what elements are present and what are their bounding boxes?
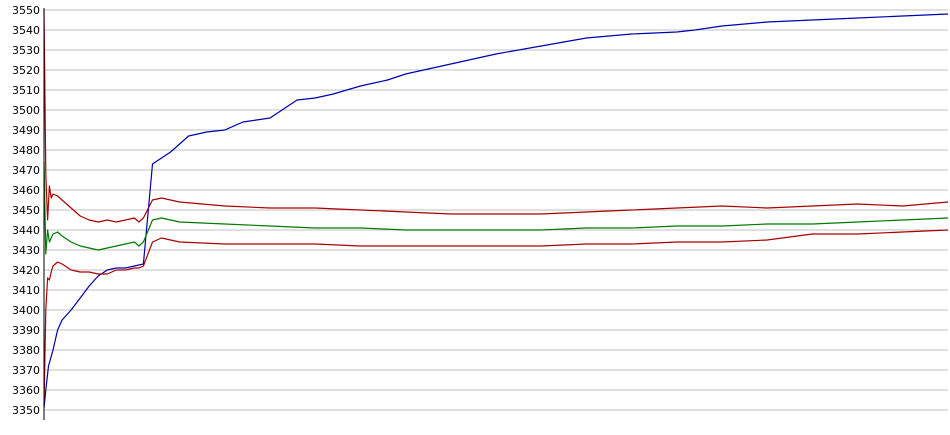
y-tick-label: 3530 bbox=[12, 44, 40, 57]
y-tick-label: 3390 bbox=[12, 324, 40, 337]
y-tick-label: 3490 bbox=[12, 124, 40, 137]
grid-lines bbox=[44, 9, 948, 411]
y-tick-label: 3470 bbox=[12, 164, 40, 177]
y-tick-label: 3510 bbox=[12, 84, 40, 97]
y-tick-label: 3500 bbox=[12, 104, 40, 117]
y-tick-label: 3460 bbox=[12, 184, 40, 197]
y-tick-label: 3430 bbox=[12, 244, 40, 257]
y-axis-ticks: 3350 3360 3370 3380 3390 3400 3410 3420 3430 3440… bbox=[12, 4, 40, 417]
y-tick-label: 3480 bbox=[12, 144, 40, 157]
y-tick-label: 3370 bbox=[12, 364, 40, 377]
series-lines bbox=[43, 9, 949, 409]
y-tick-label: 3400 bbox=[12, 304, 40, 317]
upper-band-line bbox=[43, 9, 949, 223]
price-line bbox=[43, 13, 949, 409]
y-tick-label: 3540 bbox=[12, 24, 40, 37]
middle-band-line bbox=[43, 161, 949, 255]
y-tick-label: 3410 bbox=[12, 284, 40, 297]
y-tick-label: 3350 bbox=[12, 404, 40, 417]
y-tick-label: 3550 bbox=[12, 4, 40, 17]
y-tick-label: 3520 bbox=[12, 64, 40, 77]
y-tick-label: 3420 bbox=[12, 264, 40, 277]
lower-band-line bbox=[43, 229, 949, 407]
y-tick-label: 3380 bbox=[12, 344, 40, 357]
y-tick-label: 3440 bbox=[12, 224, 40, 237]
y-tick-label: 3450 bbox=[12, 204, 40, 217]
y-tick-label: 3360 bbox=[12, 384, 40, 397]
